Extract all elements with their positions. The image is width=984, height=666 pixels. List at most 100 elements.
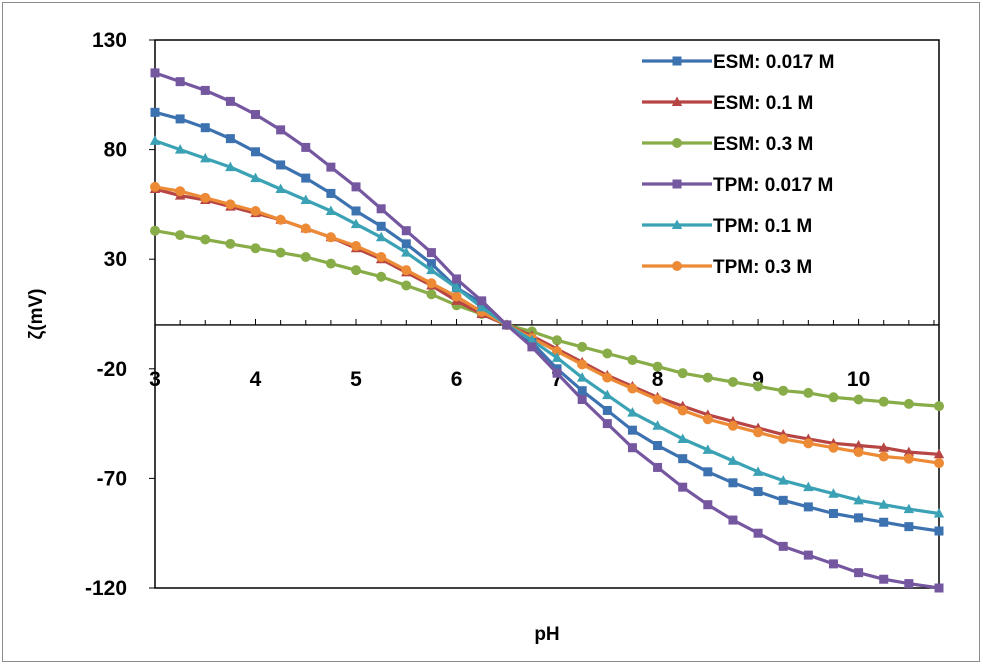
data-point (300, 194, 311, 205)
data-point (476, 301, 487, 312)
data-point (903, 446, 915, 457)
data-point (552, 346, 563, 357)
data-point (653, 462, 663, 472)
data-point (150, 107, 160, 117)
data-point (401, 280, 412, 291)
data-point (853, 447, 864, 458)
data-point (672, 261, 682, 271)
data-point (325, 205, 337, 215)
data-point (653, 441, 663, 451)
data-point (602, 389, 613, 400)
data-point (376, 204, 386, 214)
data-point (175, 114, 185, 124)
data-point (702, 444, 714, 454)
data-point (803, 481, 814, 492)
data-point (225, 199, 236, 210)
data-point (934, 526, 944, 536)
x-tick-label: 8 (652, 368, 664, 391)
data-point (351, 182, 361, 192)
data-point (672, 138, 682, 148)
data-point (753, 381, 764, 392)
legend-item: ESM: 0.017 M (642, 52, 834, 73)
data-point (175, 77, 185, 87)
data-point (671, 219, 683, 229)
y-axis-title: ζ(mV) (26, 289, 47, 340)
data-point (526, 334, 538, 345)
legend: ESM: 0.017 M ESM: 0.1 M ESM: 0.3 M TPM: 0.0… (642, 52, 834, 278)
legend-item: TPM: 0.1 M (642, 216, 812, 237)
data-point (903, 453, 914, 464)
data-point (200, 123, 210, 133)
data-point (677, 433, 688, 443)
data-point (376, 252, 387, 263)
legend-label: TPM: 0.1 M (713, 216, 812, 237)
x-tick-label: 3 (149, 368, 161, 391)
legend-label: TPM: 0.3 M (713, 257, 812, 278)
legend-item: ESM: 0.1 M (642, 93, 813, 114)
data-point (175, 186, 186, 197)
data-point (602, 405, 612, 415)
data-point (351, 206, 361, 216)
data-point (627, 355, 638, 366)
data-point (426, 259, 436, 269)
data-point (502, 320, 512, 330)
data-point (672, 179, 682, 189)
data-point (552, 368, 562, 378)
data-point (451, 291, 462, 302)
x-tick-label: 5 (350, 368, 362, 391)
data-point (225, 96, 235, 106)
data-point (401, 265, 412, 276)
data-point (728, 515, 738, 525)
data-point (878, 396, 889, 407)
data-point (301, 173, 311, 183)
data-point (904, 522, 914, 532)
data-point (576, 372, 588, 382)
series-line (154, 139, 940, 516)
data-point (828, 392, 839, 403)
data-point (326, 162, 336, 172)
data-point (828, 488, 839, 498)
series-1 (150, 107, 944, 536)
data-point (828, 559, 838, 569)
data-point (477, 296, 487, 306)
data-point (803, 438, 814, 449)
series-4 (150, 68, 944, 593)
data-point (854, 513, 864, 523)
data-point (552, 335, 563, 346)
data-point (577, 359, 588, 370)
x-tick-label: 9 (752, 368, 764, 391)
data-point (150, 181, 160, 192)
legend-item: ESM: 0.3 M (642, 134, 813, 155)
series-6 (150, 181, 944, 469)
data-point (275, 183, 286, 194)
data-point (778, 385, 789, 396)
data-point (251, 147, 261, 157)
data-point (276, 160, 286, 170)
data-point (627, 425, 637, 435)
data-point (452, 274, 462, 284)
data-point (853, 394, 864, 405)
data-point (778, 475, 789, 485)
data-point (350, 218, 362, 229)
data-point (934, 458, 944, 469)
data-point (225, 238, 236, 249)
data-point (828, 442, 839, 453)
data-point (803, 550, 813, 560)
data-point (903, 398, 914, 409)
data-point (174, 144, 186, 154)
data-point (753, 487, 763, 497)
data-point (577, 386, 587, 396)
data-point (200, 85, 210, 95)
data-point (728, 478, 738, 488)
data-point (879, 574, 889, 584)
data-point (753, 427, 764, 438)
data-point (879, 517, 889, 527)
data-point (376, 221, 386, 231)
data-point (551, 352, 563, 362)
x-tick-label: 10 (847, 368, 870, 391)
data-point (828, 508, 838, 518)
data-point (933, 507, 945, 518)
plot-area (154, 39, 940, 589)
data-point (652, 361, 663, 372)
data-point (275, 214, 286, 225)
